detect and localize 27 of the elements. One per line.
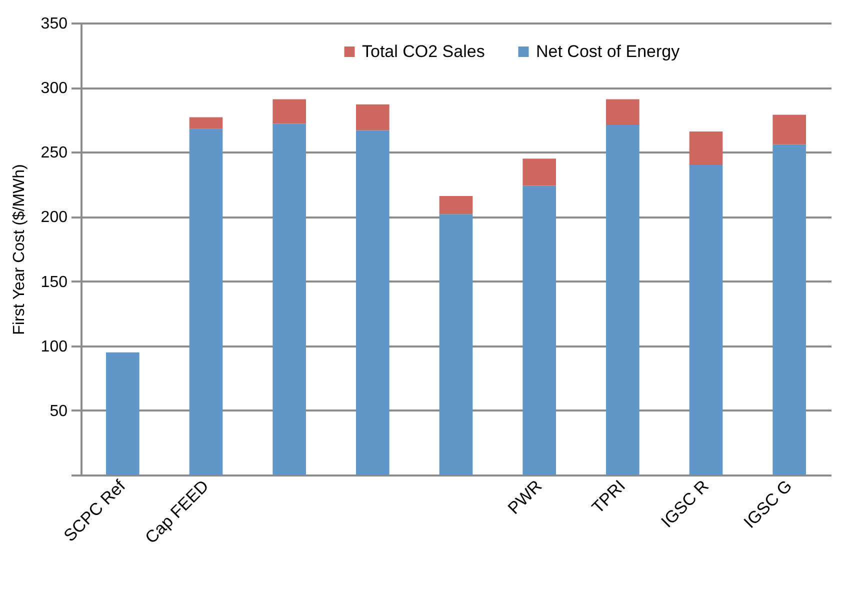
bar [689,131,723,166]
bar [189,128,223,475]
bar [356,104,390,130]
bar [606,99,640,126]
bar [106,352,140,475]
legend-label: Net Cost of Energy [536,42,680,61]
bar [522,158,556,186]
y-axis-title: First Year Cost ($/MWh) [10,164,28,335]
y-tick-label: 300 [40,80,68,98]
bar [356,130,390,475]
bar [772,114,806,144]
bar [522,186,556,475]
bar [189,117,223,129]
bar [439,196,473,214]
y-tick-label: 200 [40,209,68,226]
bar [272,124,306,475]
bar [689,165,723,475]
bar [772,144,806,475]
y-tick-label: 350 [40,16,68,32]
y-tick-label: 50 [50,402,68,420]
y-tick-label: 100 [40,338,68,356]
y-tick-label: 250 [40,144,68,162]
bar [606,125,640,475]
legend-label: Total CO2 Sales [362,42,485,61]
bar [439,214,473,475]
bar [272,99,306,124]
y-tick-label: 150 [40,274,68,291]
